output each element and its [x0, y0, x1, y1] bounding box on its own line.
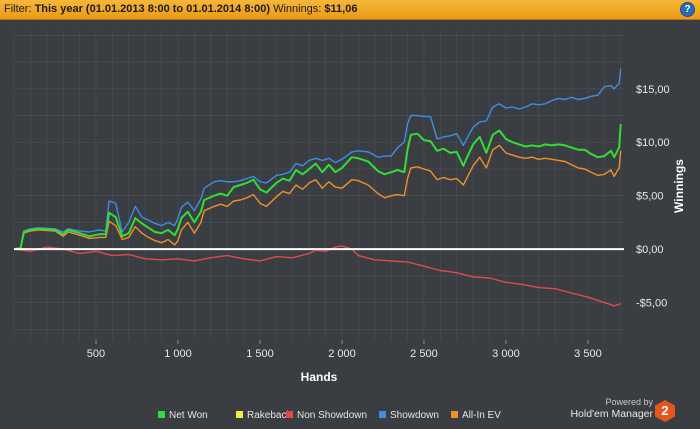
legend-label: Non Showdown — [297, 410, 368, 421]
legend-item-showdown[interactable]: Showdown — [379, 410, 439, 421]
x-tick-label: 2 000 — [328, 348, 356, 360]
filter-value[interactable]: This year (01.01.2013 8:00 to 01.01.2014… — [34, 3, 270, 15]
series-line-all-in-ev — [13, 144, 622, 250]
legend-item-non-showdown[interactable]: Non Showdown — [286, 410, 367, 421]
legend-swatch — [236, 411, 243, 418]
winnings-value: $11,06 — [324, 3, 358, 15]
y-tick-label: $15,00 — [636, 84, 670, 96]
x-tick-label: 3 500 — [574, 348, 602, 360]
legend-label: Showdown — [390, 410, 439, 421]
winnings-label: Winnings: — [273, 3, 322, 15]
legend-item-net-won[interactable]: Net Won — [158, 410, 208, 421]
y-axis-label: Winnings — [672, 159, 686, 213]
x-tick-label: 500 — [87, 348, 105, 360]
series-line-showdown — [13, 68, 622, 250]
y-axis-ticks: -$5,00 $0,00 $5,00 $10,00 $15,00 — [636, 84, 670, 310]
x-axis-ticks: 500 1 000 1 500 2 000 2 500 3 000 3 500 — [87, 340, 602, 360]
x-axis-label: Hands — [301, 370, 338, 384]
x-tick-label: 1 500 — [246, 348, 274, 360]
y-tick-label: $0,00 — [636, 244, 664, 256]
x-tick-label: 2 500 — [410, 348, 438, 360]
y-tick-label: $10,00 — [636, 137, 670, 149]
y-tick-label: $5,00 — [636, 191, 664, 203]
filter-label: Filter: — [4, 3, 32, 15]
help-question-icon[interactable]: ? — [680, 2, 695, 17]
branding: Powered by Hold'em Manager 2 — [565, 397, 677, 425]
legend-swatch — [158, 411, 165, 418]
legend-swatch — [451, 411, 458, 418]
x-tick-label: 1 000 — [164, 348, 192, 360]
series-line-net-won — [13, 124, 622, 251]
legend-swatch — [286, 411, 293, 418]
x-tick-label: 3 000 — [492, 348, 520, 360]
legend-label: All-In EV — [462, 410, 501, 421]
winnings-chart: 500 1 000 1 500 2 000 2 500 3 000 3 500 -$5,00… — [13, 30, 686, 384]
product-name: Hold'em Manager — [570, 408, 653, 420]
legend-item-rakeback[interactable]: Rakeback — [236, 410, 291, 421]
filter-bar: Filter: This year (01.01.2013 8:00 to 01… — [0, 0, 700, 20]
filter-summary: Filter: This year (01.01.2013 8:00 to 01… — [4, 0, 357, 19]
chart-legend: Net Won Rakeback Non Showdown Showdown All-I… — [0, 408, 600, 424]
legend-item-all-in-ev[interactable]: All-In EV — [451, 410, 501, 421]
legend-label: Rakeback — [247, 410, 292, 421]
y-tick-label: -$5,00 — [636, 298, 667, 310]
powered-by-text: Powered by — [605, 397, 653, 407]
legend-label: Net Won — [169, 410, 208, 421]
legend-swatch — [379, 411, 386, 418]
hem2-logo-icon: 2 — [655, 400, 675, 422]
